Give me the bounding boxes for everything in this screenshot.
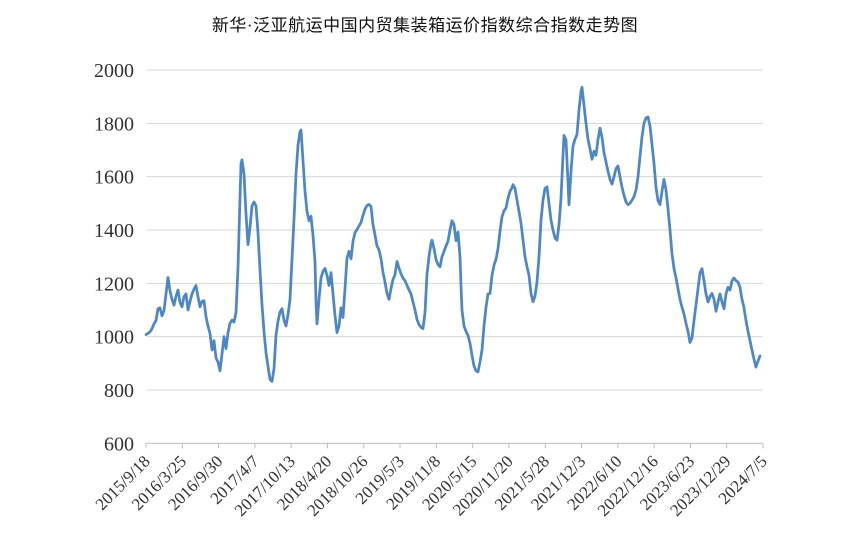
y-tick-label: 1200 bbox=[94, 273, 134, 295]
x-axis-ticks bbox=[145, 443, 764, 449]
x-axis-labels: 2015/9/182016/3/252016/9/302017/4/72017/… bbox=[92, 451, 771, 520]
y-tick-label: 600 bbox=[104, 433, 134, 455]
y-tick-label: 1000 bbox=[94, 327, 134, 349]
y-tick-label: 1400 bbox=[94, 220, 134, 242]
y-tick-label: 1600 bbox=[94, 167, 134, 189]
series-line bbox=[144, 85, 762, 383]
y-tick-label: 800 bbox=[104, 380, 134, 402]
chart-title: 新华·泛亚航运中国内贸集装箱运价指数综合指数走势图 bbox=[211, 16, 639, 35]
y-axis-labels: 2000 1800 1600 1400 1200 1000 800 600 bbox=[94, 60, 134, 455]
freight-index-line bbox=[144, 85, 762, 383]
y-tick-label: 2000 bbox=[94, 60, 134, 82]
y-tick-label: 1800 bbox=[94, 113, 134, 135]
